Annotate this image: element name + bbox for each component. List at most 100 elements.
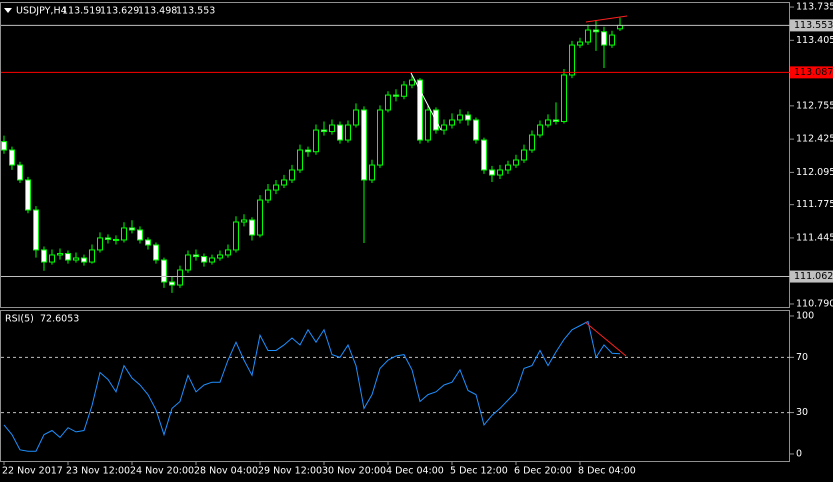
candle-body <box>369 164 375 181</box>
candle-body <box>481 139 487 171</box>
y-tick-label: 0 <box>796 448 802 459</box>
candle-body <box>89 249 95 263</box>
x-tick-label: 28 Nov 04:00 <box>194 466 258 477</box>
candle-body <box>233 221 239 251</box>
candle-body <box>25 179 31 211</box>
candle-body <box>401 84 407 97</box>
x-tick-label: 4 Dec 04:00 <box>386 466 444 477</box>
candle-body <box>409 79 415 86</box>
candle-body <box>489 169 495 176</box>
y-tick-label: 100 <box>796 310 814 321</box>
x-tick-label: 24 Nov 20:00 <box>130 466 194 477</box>
y-tick-label: 112.425 <box>796 134 833 145</box>
candle-body <box>249 219 255 236</box>
header-high: 113.629 <box>100 6 139 17</box>
candle-body <box>313 129 319 153</box>
candle-body <box>257 199 263 236</box>
candle-body <box>441 124 447 131</box>
candle-body <box>225 249 231 256</box>
candle-body <box>217 254 223 259</box>
price-label: 113.087 <box>794 67 833 78</box>
y-tick-label: 70 <box>796 352 808 363</box>
x-tick-label: 29 Nov 12:00 <box>258 466 322 477</box>
candle-body <box>569 44 575 76</box>
y-tick-label: 111.775 <box>796 199 833 210</box>
y-tick-label: 113.735 <box>796 2 833 13</box>
price-label-box <box>790 19 833 32</box>
main-panel-frame <box>0 2 790 308</box>
candle-body <box>1 141 7 151</box>
candle-body <box>161 259 167 283</box>
candle-body <box>97 237 103 251</box>
trend-line <box>584 321 627 357</box>
candle-body <box>185 254 191 271</box>
header-close: 113.553 <box>176 6 215 17</box>
x-tick-label: 23 Nov 12:00 <box>66 466 130 477</box>
rsi-panel-frame <box>0 310 790 462</box>
candle-body <box>113 238 119 241</box>
candle-body <box>209 257 215 263</box>
candle-body <box>377 109 383 166</box>
header-low: 113.498 <box>138 6 177 17</box>
candle-body <box>465 114 471 121</box>
menu-triangle <box>4 8 12 13</box>
candle-body <box>17 164 23 181</box>
header-open: 113.519 <box>62 6 101 17</box>
candle-body <box>497 169 503 176</box>
candle-body <box>153 244 159 261</box>
y-tick-label: 112.755 <box>796 100 833 111</box>
candle-body <box>449 119 455 126</box>
candle-body <box>505 164 511 171</box>
candle-body <box>265 189 271 201</box>
candle-body <box>105 237 111 240</box>
candle-body <box>521 149 527 161</box>
price-label-box <box>790 270 833 283</box>
candle-body <box>177 269 183 286</box>
candle-body <box>601 31 607 46</box>
candle-body <box>273 184 279 191</box>
y-tick-label: 112.095 <box>796 167 833 178</box>
candle-body <box>585 29 591 43</box>
candle-body <box>121 227 127 241</box>
x-tick-label: 5 Dec 12:00 <box>450 466 508 477</box>
candle-body <box>241 219 247 223</box>
price-label: 111.062 <box>794 271 833 282</box>
price-label: 113.553 <box>794 20 833 31</box>
candle-body <box>193 254 199 258</box>
candle-body <box>553 119 559 122</box>
x-tick-label: 22 Nov 2017 <box>2 466 63 477</box>
candle-body <box>417 79 423 141</box>
candle-body <box>329 124 335 133</box>
trend-line <box>585 15 628 23</box>
candle-body <box>457 114 463 121</box>
candle-body <box>393 94 399 97</box>
y-tick-label: 30 <box>796 407 808 418</box>
price-label-box <box>790 66 833 79</box>
candle-body <box>529 134 535 151</box>
candle-body <box>73 257 79 261</box>
candle-body <box>81 257 87 263</box>
candle-body <box>169 281 175 286</box>
candle-body <box>577 41 583 46</box>
y-tick-label: 110.790 <box>796 298 833 309</box>
candle-body <box>385 94 391 111</box>
candle-body <box>361 109 367 181</box>
trend-line <box>410 72 442 131</box>
candle-body <box>537 124 543 136</box>
candle-body <box>561 74 567 122</box>
candle-body <box>617 24 623 30</box>
candle-body <box>201 256 207 263</box>
candle-body <box>513 159 519 166</box>
rsi-line <box>3 320 621 452</box>
candle-body <box>593 29 599 33</box>
candle-body <box>289 169 295 181</box>
candle-body <box>129 227 135 231</box>
candle-body <box>281 179 287 186</box>
candle-body <box>65 253 71 261</box>
candle-body <box>353 109 359 126</box>
candle-body <box>337 124 343 141</box>
candle-body <box>57 253 63 256</box>
candle-body <box>9 149 15 166</box>
